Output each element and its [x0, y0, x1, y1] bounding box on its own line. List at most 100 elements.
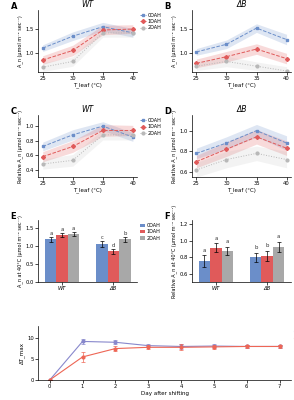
Y-axis label: A_n at 40°C (μmol m⁻² sec⁻¹): A_n at 40°C (μmol m⁻² sec⁻¹)	[17, 215, 23, 287]
Title: WT: WT	[82, 105, 94, 114]
0DAH	[41, 144, 44, 149]
ΔB	[245, 344, 248, 349]
Line: 1DAH: 1DAH	[41, 129, 134, 158]
Y-axis label: Relative A_n at 40°C (μmol m⁻² sec⁻¹): Relative A_n at 40°C (μmol m⁻² sec⁻¹)	[171, 205, 177, 298]
Title: WT: WT	[82, 0, 94, 9]
Y-axis label: A_n (μmol m⁻² sec⁻¹): A_n (μmol m⁻² sec⁻¹)	[171, 15, 177, 67]
Line: 2DAH: 2DAH	[41, 134, 134, 165]
0DAH	[195, 151, 198, 156]
Bar	[250, 258, 261, 324]
Bar	[261, 256, 273, 324]
Y-axis label: A_n (μmol m⁻² sec⁻¹): A_n (μmol m⁻² sec⁻¹)	[17, 15, 23, 67]
0DAH	[131, 30, 135, 35]
ΔB	[113, 346, 117, 351]
Text: B: B	[164, 2, 171, 11]
1DAH	[285, 56, 288, 61]
0DAH	[225, 42, 228, 47]
2DAH	[71, 158, 75, 163]
WT	[278, 344, 281, 349]
WT	[179, 344, 183, 349]
Bar	[119, 239, 131, 282]
0DAH	[255, 26, 258, 30]
1DAH	[41, 58, 44, 62]
Text: d: d	[112, 243, 115, 248]
ΔB	[146, 345, 150, 350]
Line: 0DAH: 0DAH	[41, 125, 134, 148]
Text: b: b	[254, 245, 258, 250]
Line: 2DAH: 2DAH	[195, 60, 288, 72]
Legend: 0DAH, 1DAH, 2DAH: 0DAH, 1DAH, 2DAH	[140, 118, 162, 136]
Bar	[45, 239, 56, 282]
Title: ΔB: ΔB	[236, 0, 247, 9]
1DAH	[101, 28, 105, 32]
Line: 1DAH: 1DAH	[41, 28, 134, 62]
Line: 0DAH: 0DAH	[41, 25, 134, 50]
Text: a: a	[61, 227, 64, 232]
WT	[48, 378, 51, 382]
0DAH	[255, 128, 258, 133]
X-axis label: T_leaf (°C): T_leaf (°C)	[227, 188, 256, 193]
Line: WT: WT	[48, 340, 281, 381]
Bar	[273, 247, 284, 324]
0DAH	[285, 141, 288, 146]
Legend: 0DAH, 1DAH, 2DAH: 0DAH, 1DAH, 2DAH	[140, 223, 161, 241]
WT	[113, 340, 117, 345]
2DAH	[71, 59, 75, 64]
Bar	[222, 251, 233, 324]
Bar	[56, 235, 68, 282]
1DAH	[195, 159, 198, 164]
Bar	[96, 244, 108, 282]
WT	[81, 339, 84, 344]
Bar	[210, 248, 222, 324]
X-axis label: T_leaf (°C): T_leaf (°C)	[74, 82, 102, 88]
Text: a: a	[203, 248, 206, 252]
2DAH	[131, 30, 135, 35]
2DAH	[195, 168, 198, 172]
0DAH	[285, 37, 288, 42]
0DAH	[195, 50, 198, 54]
Text: a: a	[277, 234, 280, 239]
1DAH	[195, 61, 198, 66]
0DAH	[101, 124, 105, 128]
Text: b: b	[265, 244, 269, 248]
Y-axis label: Relative A_n (μmol m⁻² sec⁻¹): Relative A_n (μmol m⁻² sec⁻¹)	[171, 110, 177, 183]
1DAH	[101, 128, 105, 133]
2DAH	[285, 68, 288, 73]
X-axis label: Day after shifting: Day after shifting	[141, 390, 189, 396]
X-axis label: T_leaf (°C): T_leaf (°C)	[74, 188, 102, 193]
Text: F: F	[164, 212, 170, 221]
ΔB	[81, 354, 84, 359]
Legend: 0DAH, 1DAH, 2DAH: 0DAH, 1DAH, 2DAH	[293, 118, 294, 136]
ΔB	[212, 344, 216, 349]
1DAH	[71, 144, 75, 149]
2DAH	[225, 157, 228, 162]
2DAH	[195, 64, 198, 69]
Line: 2DAH: 2DAH	[41, 32, 134, 68]
Y-axis label: Relative A_n (μmol m⁻² sec⁻¹): Relative A_n (μmol m⁻² sec⁻¹)	[17, 110, 23, 183]
Bar	[68, 234, 79, 282]
2DAH	[101, 30, 105, 35]
2DAH	[41, 162, 44, 166]
Text: b: b	[123, 231, 126, 236]
Text: a: a	[72, 226, 75, 230]
Text: E: E	[11, 212, 16, 221]
WT	[245, 344, 248, 349]
Line: 0DAH: 0DAH	[195, 27, 288, 53]
1DAH	[71, 48, 75, 53]
1DAH	[131, 27, 135, 32]
1DAH	[255, 134, 258, 139]
2DAH	[285, 157, 288, 162]
Legend: 0DAH, 1DAH, 2DAH: 0DAH, 1DAH, 2DAH	[293, 223, 294, 241]
Text: a: a	[214, 236, 218, 241]
Text: a: a	[49, 231, 52, 236]
1DAH	[41, 154, 44, 159]
Text: a: a	[225, 239, 229, 244]
Line: 2DAH: 2DAH	[195, 152, 288, 171]
Line: 0DAH: 0DAH	[195, 129, 288, 155]
1DAH	[255, 47, 258, 52]
2DAH	[255, 64, 258, 69]
X-axis label: T_leaf (°C): T_leaf (°C)	[227, 82, 256, 88]
Title: ΔB: ΔB	[236, 105, 247, 114]
Text: C: C	[11, 107, 16, 116]
Line: ΔB: ΔB	[48, 345, 281, 381]
